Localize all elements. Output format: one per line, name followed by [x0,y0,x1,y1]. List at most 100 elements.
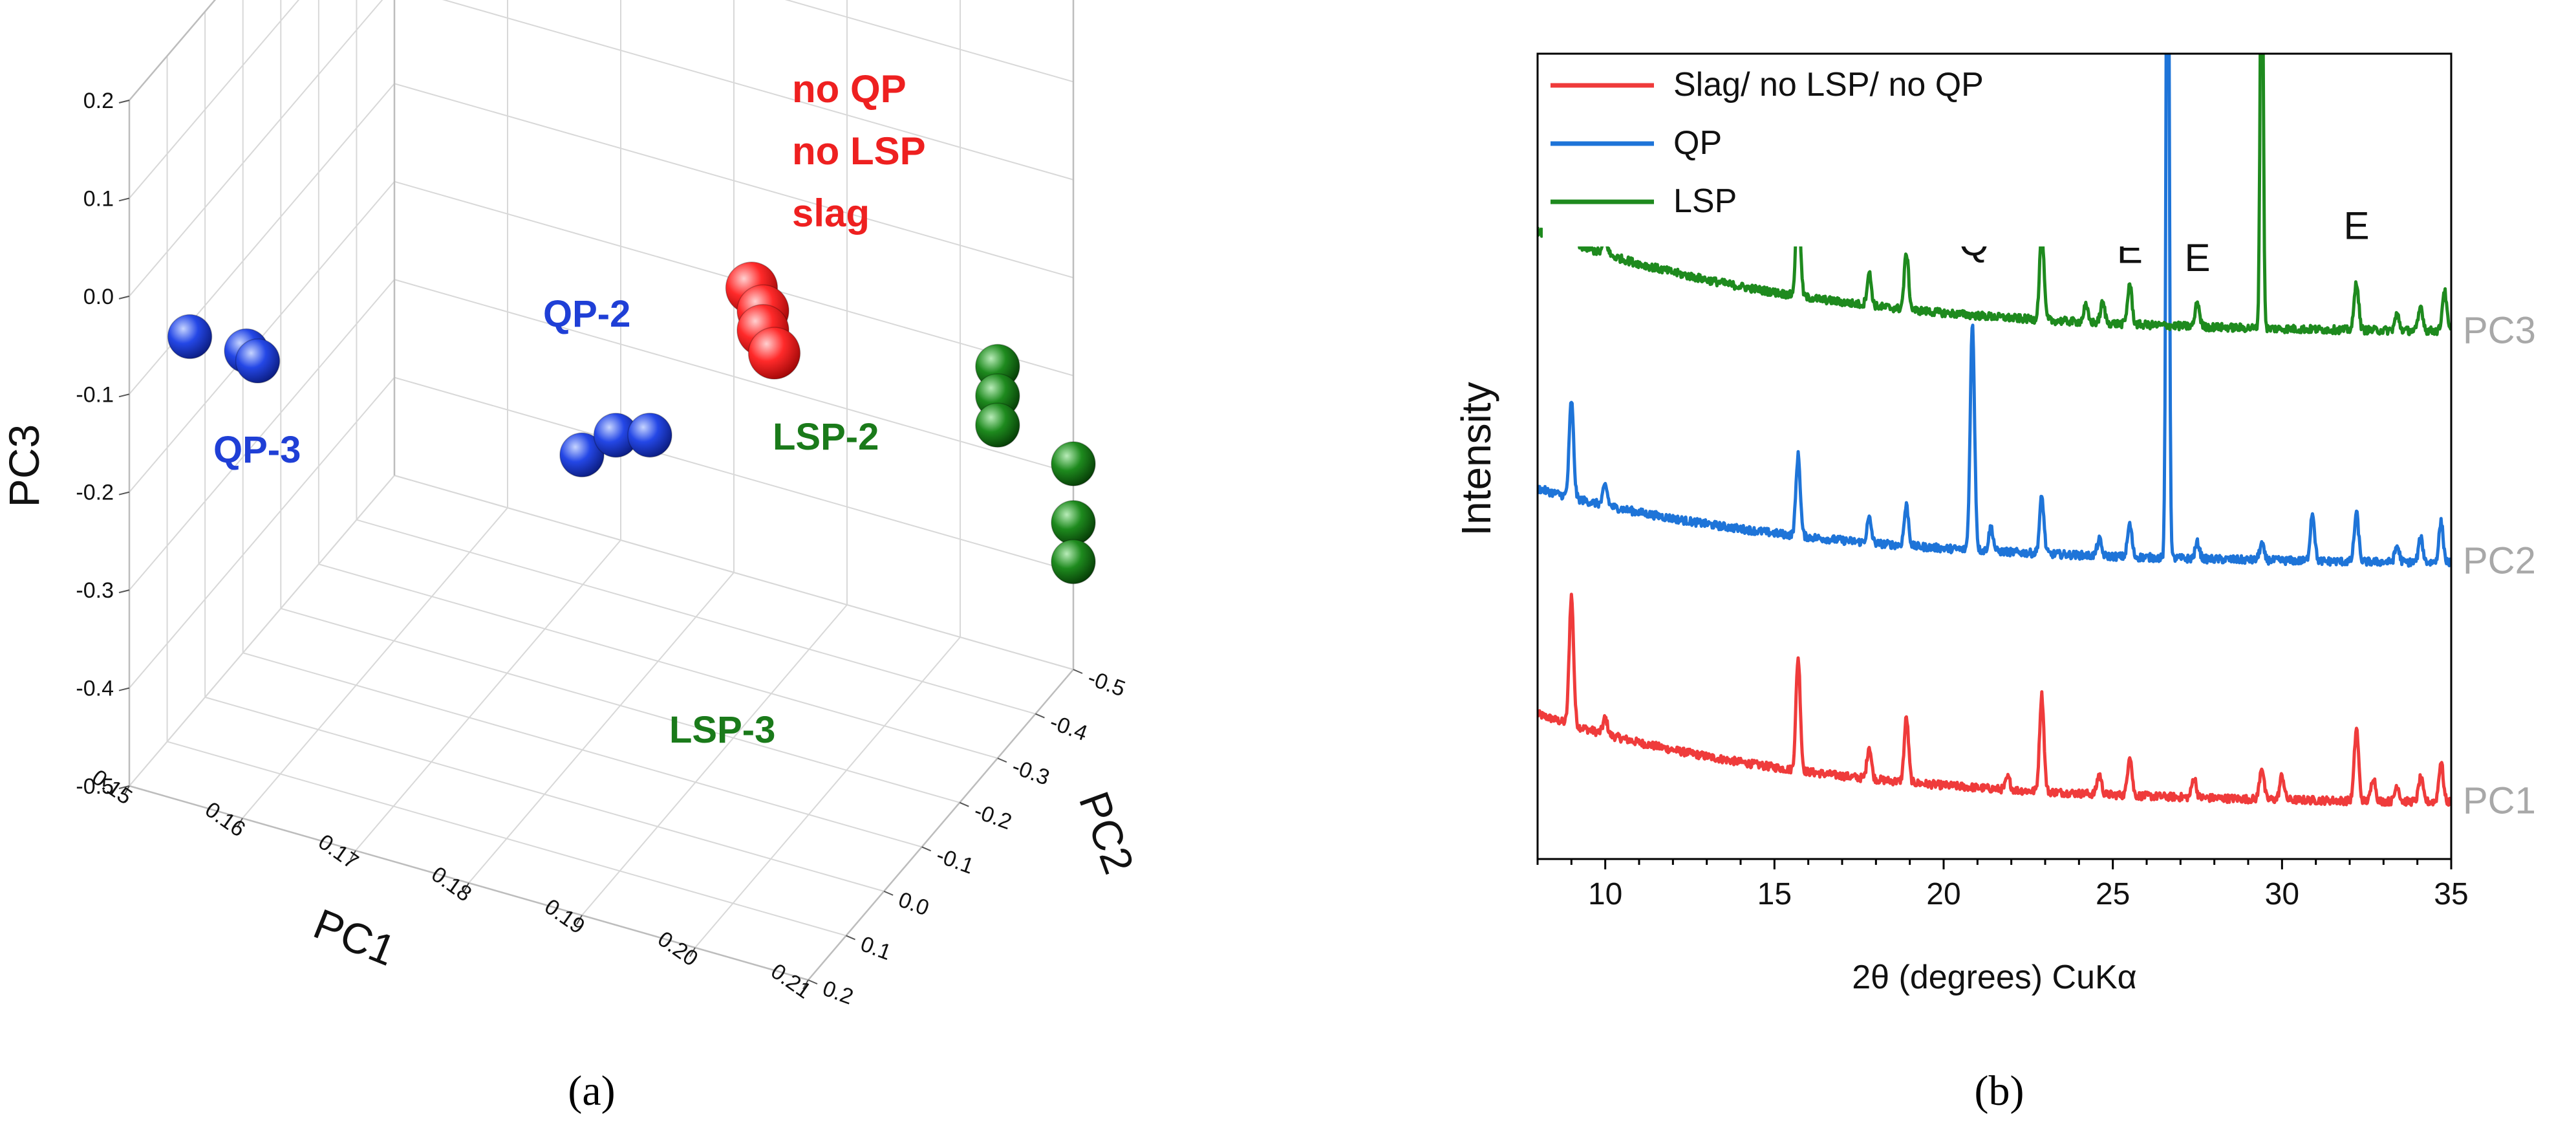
series-label-pc2: PC2 [2463,539,2536,582]
pc3-tick-label: 0.2 [83,89,114,113]
data-point-lsp-3-2 [1051,539,1096,585]
pc1-tick-label: 0.20 [653,926,702,971]
legend: Slag/ no LSP/ no QP QP LSP [1543,59,2151,246]
group-label-qp-2: QP-2 [543,293,630,335]
panel-b-caption: (b) [1975,1067,2024,1115]
pc3-tick-label: 0.1 [83,186,114,211]
x-tick-label: 25 [2096,877,2130,911]
grid-line-floor [356,519,1036,715]
pc1-tick [237,818,243,828]
pc3-tick-label: -0.4 [76,677,114,701]
pc1-tick [576,915,583,925]
xrd-trace-pc3 [1538,54,2451,336]
pc3-tick [118,100,130,103]
y-axis-title: Intensity [1453,382,1499,536]
pc3-axis-title: PC3 [0,424,48,507]
pc2-axis-title: PC2 [1070,785,1143,880]
peak-annotation-e: E [2184,236,2210,279]
grid-line-floor [242,507,508,819]
x-tick-label: 15 [1757,877,1792,911]
group-label-lsp-3: LSP-3 [669,709,775,751]
series-label-pc3: PC3 [2463,309,2536,351]
pc1-tick-label: 0.19 [540,894,589,939]
legend-entry: QP [1673,124,1722,162]
grid-line-floor [694,637,961,948]
data-point-lsp-2-2 [975,402,1020,448]
legend-entry: LSP [1673,182,1737,220]
pc2-tick-label: 0.2 [819,976,856,1010]
pc2-tick-label: 0.1 [857,931,894,965]
grid-line-floor [204,696,885,892]
pc1-tick-label: 0.16 [200,797,250,842]
peak-annotation-e: E [2343,204,2369,247]
pc3-tick [118,491,130,495]
pc1-tick [463,882,469,893]
pc3-tick [118,295,130,299]
grid-line-floor [355,539,621,851]
pc2-tick-label: 0.0 [895,887,932,921]
pc2-tick-label: -0.2 [971,799,1015,835]
grid-line-left-wall [129,0,216,101]
pc3-tick [118,687,130,691]
x-axis-title: 2θ (degrees) CuKα [1852,959,2137,996]
plot-frame [1536,52,2453,860]
pc2-tick-label: -0.5 [1084,666,1128,702]
x-tick-label: 35 [2434,877,2468,911]
grid-line-floor [318,563,998,759]
pc1-tick-label: 0.18 [427,862,476,906]
data-point-qp-2-2 [627,412,672,458]
axis-edge-pc2 [808,669,1074,981]
pc2-tick-label: -0.1 [933,843,977,879]
pc1-tick-label: 0.17 [314,829,363,874]
data-point-lsp-3-0 [1051,441,1096,486]
panel-a-caption: (a) [568,1067,615,1115]
pc2-tick [997,757,1007,763]
data-point-qp-3-2 [235,338,281,384]
xrd-trace-pc2 [1538,54,2451,568]
pc3-tick-label: -0.3 [76,578,114,603]
grid-line-floor [281,607,960,803]
pc2-tick [1035,713,1045,719]
pc3-tick [118,589,130,594]
pc1-tick [123,785,130,796]
control-group-label-line: slag [792,191,870,235]
pc2-tick [808,979,818,985]
panel-a-3d-scatter: -0.5-0.4-0.3-0.2-0.10.00.10.20.150.160.1… [0,0,1143,1010]
group-label-qp-3: QP-3 [213,429,301,471]
control-group-label-line: no QP [792,67,907,111]
pc3-tick [118,785,130,789]
grid-line-floor [581,604,848,916]
grid-line-floor [129,475,395,787]
pc2-tick [959,801,969,807]
pc3-tick-label: -0.5 [76,774,114,799]
x-tick-label: 20 [1926,877,1960,911]
pc3-tick-label: 0.0 [83,285,114,309]
pc1-tick [802,979,809,990]
data-point-lsp-3-1 [1051,500,1096,545]
x-tick-label: 10 [1588,877,1622,911]
xrd-trace-pc1 [1538,593,2451,807]
legend-entry: Slag/ no LSP/ no QP [1673,66,1984,103]
pc2-tick [883,890,894,896]
pc1-tick-label: 0.21 [766,959,815,1003]
grid-line-left-wall [129,376,395,689]
pc2-tick [846,935,855,941]
panel-b-xrd-chart: 10 15 20 25 30 35 2θ (degrees) CuKα Intensity PC… [1453,52,2536,996]
data-point-control-3 [747,327,801,380]
pc2-tick-label: -0.4 [1047,710,1091,746]
xrd-traces [1538,54,2451,807]
grid-line-left-wall [129,0,383,297]
pc1-tick [689,947,696,957]
x-tick-label: 30 [2265,877,2299,911]
grid-line-left-wall [129,279,395,591]
pc3-tick [118,197,130,202]
grid-line-floor [468,572,735,884]
pc2-tick-label: -0.3 [1009,754,1053,790]
pc3-tick-label: -0.2 [76,481,114,505]
pc1-tick [350,850,356,860]
pc3-tick-label: -0.1 [76,382,114,407]
grid-line-left-wall [129,0,300,199]
grid-line-floor [242,652,922,848]
data-point-qp-2-0 [559,432,605,478]
